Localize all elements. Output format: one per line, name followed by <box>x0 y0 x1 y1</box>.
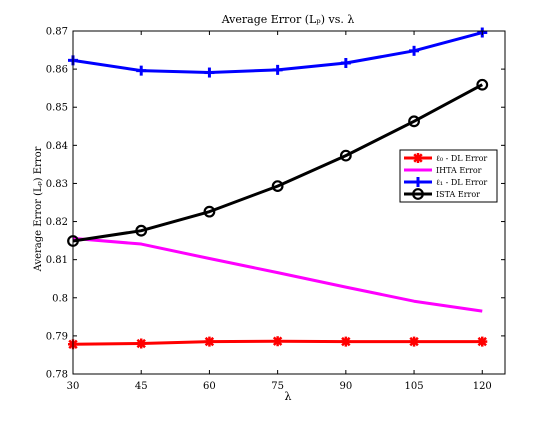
x-tick-label: 120 <box>473 381 492 392</box>
series-2 <box>68 27 488 78</box>
legend-label-2: ℓ₁ - DL Error <box>436 178 487 187</box>
y-tick-label: 0.79 <box>46 331 68 342</box>
y-tick-label: 0.8 <box>52 293 68 304</box>
legend-item-2: ℓ₁ - DL Error <box>404 177 487 187</box>
series-line-1 <box>72 236 483 313</box>
y-axis-label: Average Error (Lₚ) Error <box>33 146 44 272</box>
data-point-0-2 <box>204 336 215 347</box>
chart-title: Average Error (Lₚ) vs. λ <box>221 13 355 26</box>
data-point-0-4 <box>340 336 351 347</box>
data-point-2-2 <box>204 67 215 78</box>
data-point-0-5 <box>409 336 420 347</box>
legend-item-0: ℓ₀ - DL Error <box>404 153 487 163</box>
data-point-3-2 <box>203 205 216 218</box>
x-tick-label: 45 <box>135 381 148 392</box>
y-tick-label: 0.83 <box>46 179 68 190</box>
legend-item-1: IHTA Error <box>404 166 482 175</box>
data-point-0-3 <box>272 336 283 347</box>
data-point-0-1 <box>136 338 147 349</box>
y-tick-label: 0.86 <box>46 65 68 76</box>
data-point-3-1 <box>135 224 148 237</box>
series-1 <box>72 236 483 313</box>
x-tick-label: 60 <box>203 381 216 392</box>
data-point-0-6 <box>477 336 488 347</box>
y-tick-label: 0.82 <box>46 217 68 228</box>
series-line-3 <box>72 83 483 243</box>
x-tick-label: 30 <box>67 381 80 392</box>
data-point-2-4 <box>340 58 351 69</box>
y-tick-label: 0.85 <box>46 103 68 114</box>
plot-frame <box>72 30 506 375</box>
series-layer <box>67 27 489 350</box>
data-point-3-6 <box>476 78 489 91</box>
legend-item-3: ISTA Error <box>404 188 480 200</box>
axes-layer: 30 45 60 75 90 105 120 0.78 0.79 0.8 0.81 0.82 0.83 0… <box>46 27 506 392</box>
legend-marker-0 <box>413 153 423 163</box>
y-tick-label: 0.87 <box>46 27 68 38</box>
y-tick-label: 0.78 <box>46 370 68 381</box>
data-point-3-4 <box>339 149 352 162</box>
data-point-2-5 <box>409 45 420 56</box>
legend: ℓ₀ - DL Error IHTA Error ℓ₁ - DL Error ISTA… <box>399 149 498 203</box>
x-axis-label: λ <box>285 390 292 403</box>
x-tick-label: 75 <box>271 381 284 392</box>
x-tick-label: 90 <box>339 381 352 392</box>
data-point-2-1 <box>136 65 147 76</box>
data-point-2-3 <box>272 64 283 75</box>
legend-marker-2 <box>413 177 423 187</box>
legend-label-0: ℓ₀ - DL Error <box>436 154 487 163</box>
legend-label-3: ISTA Error <box>436 190 480 199</box>
x-tick-label: 105 <box>405 381 424 392</box>
legend-label-1: IHTA Error <box>436 166 482 175</box>
series-3 <box>67 78 489 247</box>
legend-marker-3 <box>412 188 424 200</box>
y-tick-label: 0.81 <box>46 255 68 266</box>
y-tick-label: 0.84 <box>46 141 68 152</box>
data-point-3-3 <box>271 180 284 193</box>
data-point-3-5 <box>408 115 420 128</box>
